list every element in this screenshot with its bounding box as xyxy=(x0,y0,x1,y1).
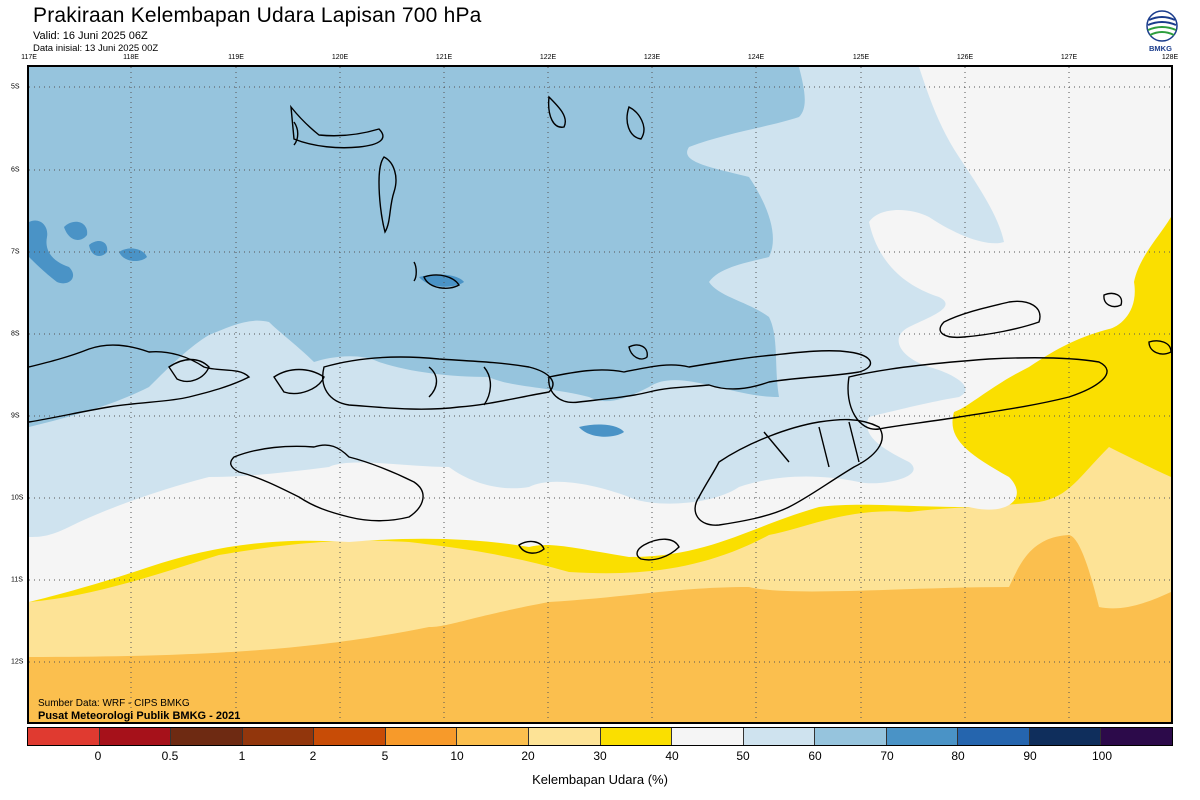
lon-label: 121E xyxy=(435,54,453,61)
colorbar-cell xyxy=(99,728,172,745)
data-source: Sumber Data: WRF - CIPS BMKG xyxy=(38,698,190,709)
colorbar-tick: 50 xyxy=(736,749,750,763)
map-title: Prakiraan Kelembapan Udara Lapisan 700 h… xyxy=(33,4,482,27)
colorbar-tick: 70 xyxy=(880,749,894,763)
lon-label: 127E xyxy=(1060,54,1078,61)
humidity-map xyxy=(27,65,1173,724)
logo-text: BMKG xyxy=(1149,44,1172,53)
humidity-zone-80-90 xyxy=(579,424,624,437)
coastlines xyxy=(29,95,1171,561)
colorbar-cell xyxy=(1101,728,1172,745)
humidity-zone-80-90 xyxy=(89,241,108,257)
lon-label: 118E xyxy=(123,54,139,61)
colorbar-cell xyxy=(600,728,673,745)
colorbar xyxy=(27,727,1173,746)
lat-label: 12S xyxy=(11,658,24,666)
colorbar-cell xyxy=(815,728,887,745)
humidity-zone-80-90 xyxy=(64,221,88,240)
lon-label: 122E xyxy=(539,54,557,61)
colorbar-tick: 80 xyxy=(951,749,965,763)
colorbar-cell xyxy=(171,728,243,745)
lat-label: 7S xyxy=(11,248,20,256)
colorbar-cell xyxy=(1029,728,1102,745)
lon-label: 128E xyxy=(1161,54,1179,61)
colorbar-tick: 60 xyxy=(808,749,822,763)
lat-label: 9S xyxy=(11,412,20,420)
lon-label: 124E xyxy=(747,54,765,61)
lon-label: 120E xyxy=(331,54,349,61)
lat-label: 8S xyxy=(11,330,20,338)
lat-label: 10S xyxy=(11,494,24,502)
colorbar-cell xyxy=(457,728,529,745)
colorbar-tick: 1 xyxy=(238,749,246,763)
colorbar-cell xyxy=(314,728,386,745)
lon-label: 126E xyxy=(956,54,974,61)
colorbar-cell xyxy=(743,728,816,745)
colorbar-cell xyxy=(672,728,744,745)
lon-label: 117E xyxy=(21,54,37,61)
humidity-zone-70-80 xyxy=(29,67,805,427)
colorbar-cell xyxy=(28,728,100,745)
lon-label: 123E xyxy=(643,54,661,61)
colorbar-tick: 0.5 xyxy=(161,749,179,763)
lat-label: 11S xyxy=(11,576,23,584)
colorbar-cell xyxy=(528,728,601,745)
lat-lon-grid xyxy=(29,67,1171,722)
lon-label: 125E xyxy=(852,54,870,61)
lat-label: 6S xyxy=(11,166,20,174)
colorbar-tick: 2 xyxy=(309,749,317,763)
colorbar-cell xyxy=(385,728,458,745)
colorbar-tick: 0 xyxy=(94,749,102,763)
colorbar-tick: 40 xyxy=(665,749,679,763)
lon-label: 119E xyxy=(228,54,244,61)
humidity-zone-80-90 xyxy=(29,220,74,284)
colorbar-tick: 90 xyxy=(1023,749,1037,763)
initial-data-time: Data inisial: 13 Juni 2025 00Z xyxy=(33,43,159,54)
colorbar-tick: 5 xyxy=(381,749,389,763)
colorbar-cell xyxy=(958,728,1030,745)
humidity-zone-60-70-pocket xyxy=(179,361,329,416)
colorbar-cell xyxy=(242,728,315,745)
colorbar-tick: 20 xyxy=(521,749,535,763)
bmkg-logo-icon xyxy=(1146,10,1178,42)
valid-time: Valid: 16 Juni 2025 06Z xyxy=(33,30,148,42)
publisher: Pusat Meteorologi Publik BMKG - 2021 xyxy=(38,710,241,722)
colorbar-label: Kelembapan Udara (%) xyxy=(532,772,668,787)
colorbar-tick: 30 xyxy=(593,749,607,763)
humidity-contour-map xyxy=(29,67,1171,722)
colorbar-tick: 10 xyxy=(450,749,464,763)
colorbar-cell xyxy=(886,728,959,745)
colorbar-tick: 100 xyxy=(1091,749,1113,763)
lat-label: 5S xyxy=(11,83,20,91)
